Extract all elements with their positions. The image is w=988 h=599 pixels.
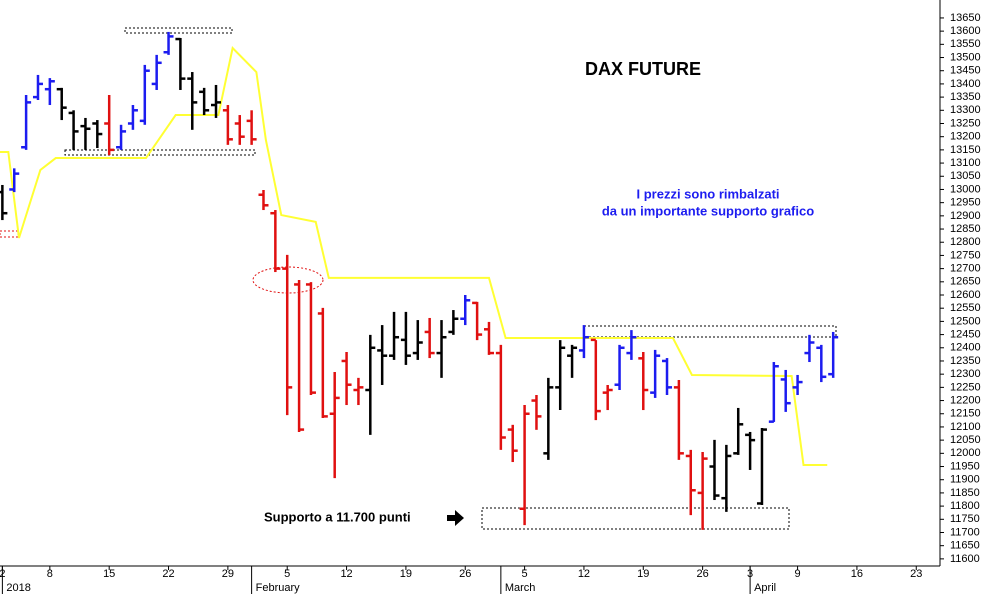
x-tick-label: 22 bbox=[162, 568, 174, 580]
y-tick-label: 12150 bbox=[950, 408, 981, 420]
month-label: February bbox=[256, 582, 301, 594]
y-tick-label: 11750 bbox=[950, 513, 980, 525]
month-label: March bbox=[505, 582, 536, 594]
month-label: April bbox=[754, 582, 776, 594]
y-tick-label: 13400 bbox=[950, 78, 981, 90]
overlay-line bbox=[0, 46, 828, 466]
x-tick-label: 29 bbox=[222, 568, 234, 580]
y-tick-label: 12450 bbox=[950, 328, 981, 340]
x-tick-label: 9 bbox=[795, 568, 801, 580]
x-tick-label: 8 bbox=[47, 568, 53, 580]
y-tick-label: 13200 bbox=[950, 131, 981, 143]
x-tick-label: 26 bbox=[459, 568, 471, 580]
level-box bbox=[124, 27, 233, 34]
gap-ellipse bbox=[252, 266, 324, 294]
y-tick-label: 13000 bbox=[950, 183, 981, 195]
x-tick-label: 26 bbox=[697, 568, 709, 580]
level-box bbox=[583, 325, 837, 338]
y-tick-label: 11650 bbox=[950, 540, 980, 552]
y-tick-label: 13450 bbox=[950, 65, 981, 77]
y-tick-label: 13550 bbox=[950, 38, 981, 50]
y-tick-label: 12400 bbox=[950, 342, 981, 354]
level-box bbox=[64, 149, 256, 156]
y-tick-label: 11900 bbox=[950, 474, 980, 486]
month-label: 2018 bbox=[6, 582, 30, 594]
y-tick-label: 12800 bbox=[950, 236, 981, 248]
annotation: Supporto a 11.700 punti bbox=[264, 509, 411, 524]
x-tick-label: 23 bbox=[910, 568, 922, 580]
y-tick-label: 13350 bbox=[950, 91, 981, 103]
x-tick-label: 12 bbox=[340, 568, 352, 580]
y-tick-label: 13300 bbox=[950, 104, 981, 116]
y-tick-label: 12600 bbox=[950, 289, 981, 301]
y-tick-label: 13500 bbox=[950, 51, 981, 63]
annotation: I prezzi sono rimbalzati bbox=[636, 186, 779, 201]
y-tick-label: 12900 bbox=[950, 210, 981, 222]
y-tick-label: 11950 bbox=[950, 460, 980, 472]
arrow bbox=[447, 510, 464, 526]
y-tick-label: 12750 bbox=[950, 249, 981, 261]
y-tick-label: 12700 bbox=[950, 263, 981, 275]
y-tick-label: 12550 bbox=[950, 302, 981, 314]
plot bbox=[0, 31, 839, 530]
x-tick-label: 15 bbox=[103, 568, 115, 580]
level-box bbox=[0, 230, 19, 238]
x-tick-label: 5 bbox=[522, 568, 528, 580]
y-tick-label: 12350 bbox=[950, 355, 981, 367]
x-tick-label: 16 bbox=[851, 568, 863, 580]
support-box bbox=[481, 507, 790, 530]
y-tick-label: 12050 bbox=[950, 434, 981, 446]
y-tick-label: 12250 bbox=[950, 381, 981, 393]
y-tick-label: 13650 bbox=[950, 12, 981, 24]
y-tick-label: 11800 bbox=[950, 500, 980, 512]
y-tick-label: 12000 bbox=[950, 447, 981, 459]
y-tick-label: 12100 bbox=[950, 421, 981, 433]
y-tick-label: 13250 bbox=[950, 117, 981, 129]
x-tick-label: 12 bbox=[578, 568, 590, 580]
y-tick-label: 13600 bbox=[950, 25, 981, 37]
y-tick-label: 13150 bbox=[950, 144, 981, 156]
y-tick-label: 13100 bbox=[950, 157, 981, 169]
x-tick-label: 19 bbox=[637, 568, 649, 580]
y-tick-label: 12850 bbox=[950, 223, 981, 235]
y-tick-label: 13050 bbox=[950, 170, 981, 182]
y-tick-label: 12500 bbox=[950, 315, 981, 327]
annotation: da un importante supporto grafico bbox=[602, 203, 814, 218]
y-tick-label: 12650 bbox=[950, 276, 981, 288]
y-tick-label: 11600 bbox=[950, 553, 980, 565]
x-tick-label: 5 bbox=[284, 568, 290, 580]
y-tick-label: 12200 bbox=[950, 394, 981, 406]
chart-title: DAX FUTURE bbox=[585, 59, 701, 79]
y-tick-label: 12300 bbox=[950, 368, 981, 380]
y-tick-label: 12950 bbox=[950, 197, 981, 209]
y-tick-label: 11700 bbox=[950, 526, 980, 538]
x-tick-label: 19 bbox=[400, 568, 412, 580]
y-tick-label: 11850 bbox=[950, 487, 980, 499]
